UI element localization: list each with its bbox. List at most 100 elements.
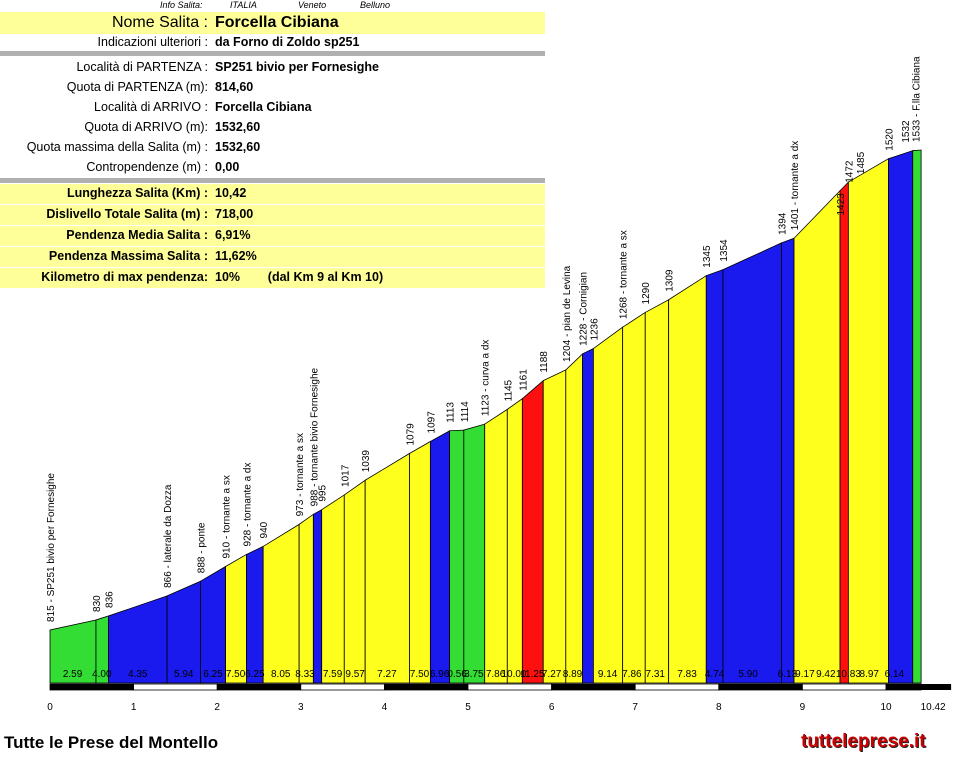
- info-value: 11,62%: [215, 249, 257, 263]
- elevation-label-25: 1290: [641, 282, 652, 305]
- km-bar-2: [216, 683, 302, 691]
- elevation-label-19: 1161: [518, 369, 529, 391]
- info-label: Quota di ARRIVO (m):: [84, 120, 208, 134]
- elevation-label-22: 1228 - Cornigian: [579, 272, 590, 346]
- km-axis: 0 1 2 3 4 5 6 7 8 9 10 10.42: [47, 683, 952, 713]
- km-bar-10: [885, 683, 922, 691]
- gradient-label-29: 9.42: [816, 669, 836, 680]
- km-tick-label-11: 10.42: [921, 702, 946, 713]
- elevation-label-7: 940: [259, 521, 270, 538]
- gradient-label-6: 6.25: [245, 669, 265, 680]
- profile-segment-33: [888, 150, 914, 684]
- elevation-label-11: 1017: [340, 464, 351, 487]
- elevation-label-21: 1204 - pian de Levina: [562, 265, 573, 362]
- km-bar-6: [551, 683, 636, 691]
- elevation-label-27: 1345: [702, 245, 713, 268]
- elevation-label-33: 1485: [856, 151, 867, 174]
- info-header: Info Salita: ITALIA Veneto Belluno: [0, 0, 545, 12]
- gradient-label-23: 7.31: [646, 669, 666, 680]
- km-bar-3: [300, 683, 385, 691]
- elevation-label-2: 836: [105, 591, 116, 608]
- info-row-end-location: Località di ARRIVO : Forcella Cibiana: [0, 98, 545, 118]
- info-value: da Forno di Zoldo sp251: [215, 35, 360, 49]
- elevation-label-24: 1268 - tornante a sx: [619, 230, 630, 319]
- gradient-label-25: 4.74: [705, 669, 725, 680]
- profile-segment-7: [262, 523, 300, 684]
- km-bar-1: [133, 683, 218, 691]
- profile-segment-5: [225, 553, 247, 684]
- gradient-label-9: 7.59: [323, 669, 343, 680]
- elevation-label-13: 1079: [405, 423, 416, 446]
- km-bar-9: [802, 683, 887, 691]
- gradient-label-32: 6.14: [885, 669, 905, 680]
- profile-segment-10: [321, 494, 345, 684]
- info-label: Località di ARRIVO :: [94, 100, 208, 114]
- elevation-label-5: 910 - tornante a sx: [222, 475, 233, 558]
- profile-segment-15: [449, 429, 465, 684]
- elevation-label-26: 1309: [665, 269, 676, 292]
- profile-segments: [49, 149, 922, 684]
- gradient-label-31: 8.97: [860, 669, 880, 680]
- info-row-start-altitude: Quota di PARTENZA (m): 814,60: [0, 78, 545, 98]
- profile-segment-9: [312, 508, 323, 684]
- profile-segment-20: [542, 369, 567, 684]
- info-value: 10% (dal Km 9 al Km 10): [215, 270, 384, 284]
- km-bar-5: [467, 683, 552, 691]
- km-bar-8: [718, 683, 803, 691]
- profile-segment-19: [521, 379, 544, 684]
- info-label: Indicazioni ulteriori :: [97, 35, 208, 49]
- info-value: 1532,60: [215, 120, 261, 134]
- gradient-label-10: 9.57: [345, 669, 365, 680]
- km-tick-label-10: 10: [880, 702, 892, 713]
- info-label: Località di PARTENZA :: [76, 60, 208, 74]
- km-bar-0: [49, 683, 134, 691]
- elevation-label-10: 995: [318, 485, 329, 502]
- profile-segment-11: [343, 479, 366, 684]
- elevation-label-0: 815 - SP251 bivio per Fornesighe: [46, 473, 57, 622]
- elevation-label-20: 1188: [539, 351, 550, 373]
- info-separator: [0, 178, 545, 183]
- gradient-label-4: 6.25: [203, 669, 223, 680]
- profile-segment-22: [582, 347, 594, 684]
- info-label: Nome Salita :: [111, 14, 208, 31]
- gradient-label-12: 7.50: [410, 669, 430, 680]
- gradient-label-3: 5.94: [174, 669, 194, 680]
- elevation-label-8: 973 - tornante a sx: [295, 433, 306, 516]
- info-row-end-altitude: Quota di ARRIVO (m): 1532,60: [0, 118, 545, 138]
- profile-segment-30: [793, 189, 841, 684]
- km-tick-label-0: 0: [47, 702, 53, 713]
- info-label: Contropendenze (m) :: [86, 160, 208, 174]
- info-row-avg-gradient: Pendenza Media Salita : 6,91%: [0, 226, 545, 246]
- profile-segment-4: [200, 565, 226, 684]
- gradient-label-24: 7.83: [677, 669, 697, 680]
- km-tick-label-3: 3: [298, 702, 304, 713]
- info-value: 1532,60: [215, 140, 261, 154]
- gradient-label-1: 4.00: [92, 669, 112, 680]
- gradient-labels: 2.59 4.00 4.35 5.94 6.25 7.50 6.25 8.05 8.33 7.59…: [63, 669, 905, 680]
- profile-segment-17: [484, 408, 508, 684]
- gradient-label-0: 2.59: [63, 669, 83, 680]
- elevation-label-3: 866 - laterale da Dozza: [163, 484, 174, 588]
- elevation-label-1: 830: [92, 595, 103, 612]
- gradient-label-15: 3.75: [464, 669, 484, 680]
- info-value: 10,42: [215, 186, 247, 200]
- info-row-climb-name: Nome Salita : Forcella Cibiana: [0, 12, 545, 34]
- gradient-label-20: 8.89: [563, 669, 583, 680]
- profile-segment-34: [912, 149, 922, 684]
- km-tick-label-2: 2: [214, 702, 220, 713]
- info-value: 718,00: [215, 207, 254, 221]
- gradient-label-5: 7.50: [226, 669, 246, 680]
- profile-segment-23: [593, 326, 624, 684]
- elevation-label-16: 1114: [460, 401, 471, 422]
- info-row-counter-slopes: Contropendenze (m) : 0,00: [0, 158, 545, 178]
- elevation-label-32: 1472: [844, 160, 855, 183]
- gradient-label-16: 7.86: [486, 669, 506, 680]
- info-value: SP251 bivio per Fornesighe: [215, 60, 379, 74]
- profile-segment-12: [364, 452, 410, 684]
- elevation-label-23: 1236: [589, 318, 600, 341]
- gradient-label-21: 9.14: [598, 669, 618, 680]
- gradient-label-17: 10.00: [501, 669, 526, 680]
- gradient-label-26: 5.90: [738, 669, 758, 680]
- elevation-label-34: 1520: [885, 128, 896, 151]
- gradient-label-2: 4.35: [128, 669, 148, 680]
